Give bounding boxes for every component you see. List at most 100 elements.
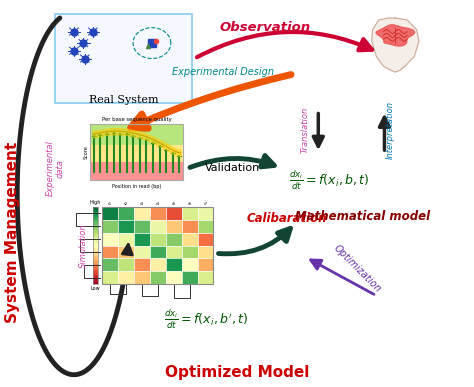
Bar	[93, 276, 98, 279]
Bar	[118, 246, 134, 259]
Bar	[93, 233, 98, 235]
Bar	[150, 233, 166, 246]
Bar	[118, 271, 134, 284]
Text: Optimized Model: Optimized Model	[165, 365, 309, 380]
Bar	[93, 228, 98, 230]
Text: Per base sequence quality: Per base sequence quality	[102, 117, 172, 122]
Bar	[198, 207, 213, 220]
Bar	[93, 230, 98, 233]
Text: Calibaration: Calibaration	[246, 212, 327, 225]
Text: s3: s3	[140, 202, 144, 206]
Bar	[93, 271, 98, 274]
Polygon shape	[372, 18, 419, 72]
Bar	[93, 256, 98, 259]
Bar	[150, 246, 166, 259]
Bar	[102, 233, 118, 246]
Bar	[93, 240, 98, 243]
Bar	[102, 207, 118, 220]
Bar	[182, 207, 198, 220]
Bar	[166, 271, 182, 284]
Text: Interpretation: Interpretation	[386, 101, 395, 159]
Text: Optimization: Optimization	[332, 243, 383, 295]
Text: Simulation: Simulation	[79, 223, 88, 268]
Bar	[198, 259, 213, 271]
Bar	[93, 235, 98, 238]
Bar	[182, 233, 198, 246]
Bar	[118, 207, 134, 220]
Bar	[93, 215, 98, 217]
Text: $\frac{dx_i}{dt} = f(x_i, b, t)$: $\frac{dx_i}{dt} = f(x_i, b, t)$	[289, 168, 369, 192]
Bar	[166, 207, 182, 220]
Text: Mathematical model: Mathematical model	[295, 210, 430, 223]
Bar	[93, 264, 98, 266]
Bar	[134, 207, 150, 220]
Text: s7: s7	[203, 202, 208, 206]
Bar	[93, 220, 98, 223]
Bar	[91, 162, 182, 180]
Bar	[91, 124, 182, 146]
Bar	[93, 212, 98, 215]
Bar	[93, 269, 98, 271]
Bar	[118, 233, 134, 246]
Bar	[182, 220, 198, 233]
Bar	[93, 210, 98, 212]
Bar	[93, 207, 98, 284]
Bar	[102, 207, 213, 284]
Bar	[93, 223, 98, 225]
Text: $\frac{dx_i}{dt} = f(x_i, b', t)$: $\frac{dx_i}{dt} = f(x_i, b', t)$	[164, 307, 248, 330]
Bar	[93, 279, 98, 282]
Bar	[102, 271, 118, 284]
Bar	[93, 217, 98, 220]
Text: Experimental
data: Experimental data	[46, 140, 65, 196]
Text: Real System: Real System	[89, 95, 158, 105]
Bar	[93, 207, 98, 210]
Bar	[182, 271, 198, 284]
Bar	[93, 266, 98, 269]
Bar	[182, 246, 198, 259]
Polygon shape	[376, 25, 415, 46]
Text: s2: s2	[124, 202, 128, 206]
Text: High: High	[90, 200, 101, 205]
Bar	[93, 248, 98, 251]
Bar	[166, 233, 182, 246]
Text: Position in read (bp): Position in read (bp)	[112, 184, 161, 189]
Bar	[150, 259, 166, 271]
Bar	[198, 246, 213, 259]
Bar	[93, 259, 98, 261]
Bar	[198, 220, 213, 233]
Text: Observation: Observation	[220, 21, 311, 34]
Bar	[118, 259, 134, 271]
Bar	[93, 246, 98, 248]
Text: s5: s5	[172, 202, 176, 206]
Bar	[118, 220, 134, 233]
Bar	[93, 282, 98, 284]
Bar	[93, 253, 98, 256]
Bar	[102, 259, 118, 271]
Bar	[134, 271, 150, 284]
Bar	[166, 259, 182, 271]
Bar	[198, 271, 213, 284]
Bar	[134, 233, 150, 246]
Text: Low: Low	[91, 286, 100, 291]
Bar	[150, 207, 166, 220]
Bar	[134, 246, 150, 259]
Bar	[102, 246, 118, 259]
Text: System Management: System Management	[5, 141, 20, 323]
Bar	[182, 259, 198, 271]
Bar	[166, 220, 182, 233]
Bar	[93, 225, 98, 228]
Bar	[93, 274, 98, 276]
Bar	[134, 259, 150, 271]
Text: Translation: Translation	[301, 107, 310, 153]
Text: s6: s6	[188, 202, 191, 206]
Bar	[150, 220, 166, 233]
Bar	[198, 233, 213, 246]
Bar	[134, 220, 150, 233]
Text: s1: s1	[108, 202, 112, 206]
Bar	[166, 246, 182, 259]
Bar	[93, 243, 98, 246]
Bar	[93, 238, 98, 240]
Bar	[102, 220, 118, 233]
Bar	[91, 146, 182, 162]
Text: s4: s4	[156, 202, 160, 206]
